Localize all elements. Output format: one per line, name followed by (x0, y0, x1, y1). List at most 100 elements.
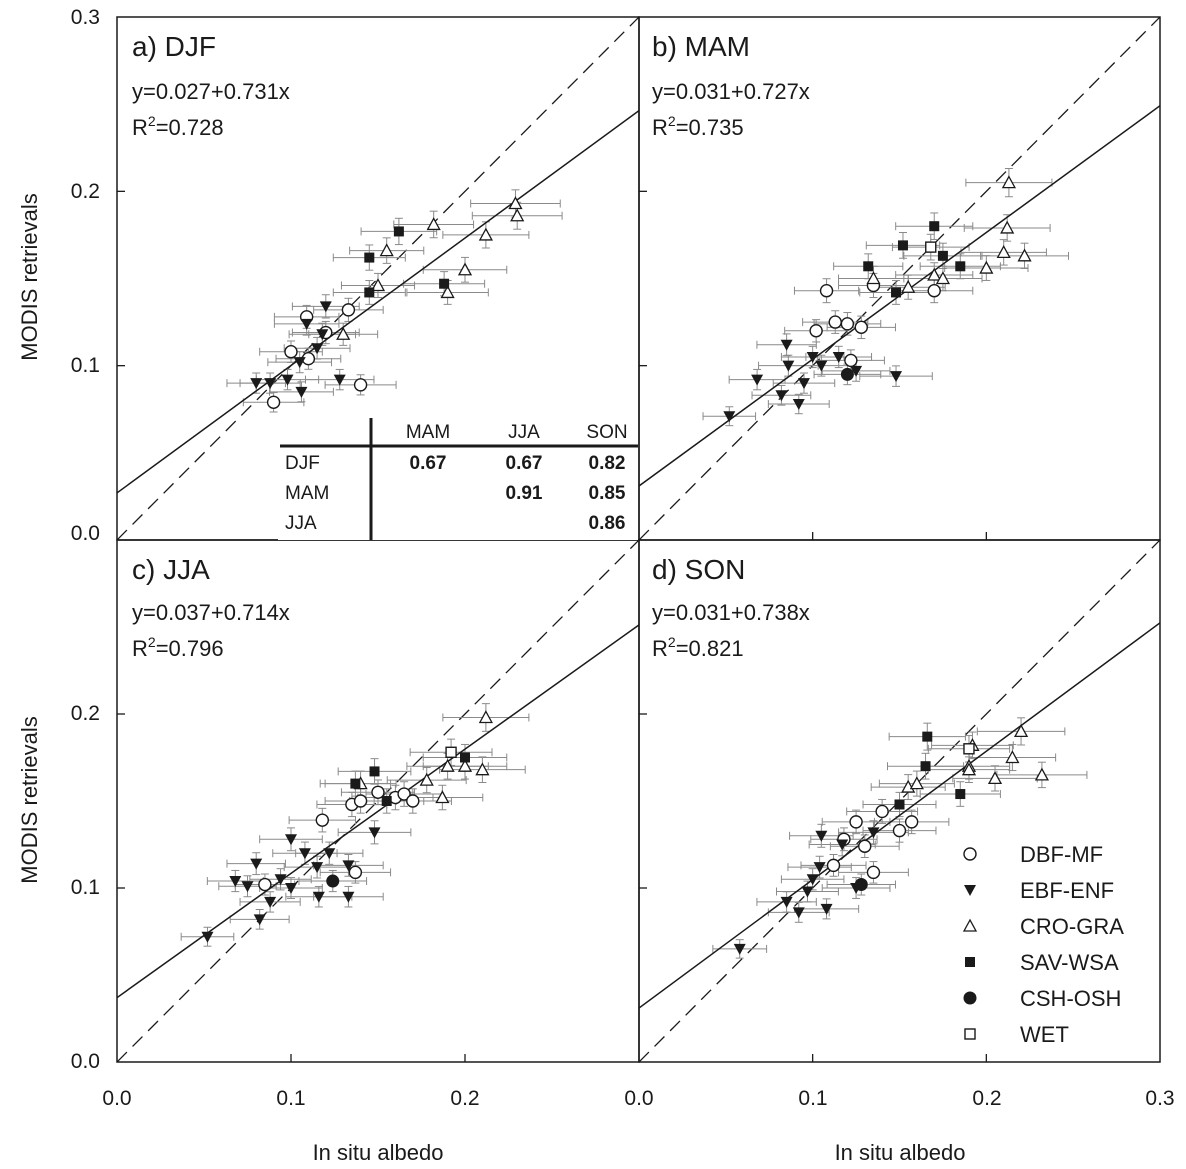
data-point-sav-wsa (922, 731, 933, 742)
data-point-ebf-enf (298, 848, 311, 860)
data-point-ebf-enf (311, 343, 324, 355)
data-point-dbf-mf (828, 315, 842, 329)
data-point-dbf-mf (371, 785, 385, 799)
x-tick-label: 0.2 (972, 1087, 1001, 1110)
table-col-header: JJA (508, 422, 540, 443)
legend-marker-cro-gra (962, 918, 978, 932)
data-point-dbf-mf (258, 877, 272, 892)
x-axis-title-right: In situ albedo (835, 1140, 966, 1165)
panel-title-mam: b) MAM (652, 31, 750, 62)
table-row-header: MAM (285, 483, 329, 504)
data-point-dbf-mf (875, 804, 889, 819)
data-point-ebf-enf (250, 378, 263, 390)
x-tick-label: 0.0 (624, 1087, 653, 1110)
legend-label: WET (1020, 1022, 1069, 1047)
data-point-cro-gra (419, 772, 434, 786)
y-tick-label: 0.3 (71, 6, 100, 29)
panel-title-jja: c) JJA (132, 554, 210, 585)
data-point-cro-gra (901, 779, 916, 793)
panel-mam (638, 16, 1161, 541)
data-point-cro-gra (478, 710, 493, 724)
legend-label: CSH-OSH (1020, 986, 1121, 1011)
data-point-ebf-enf (342, 891, 355, 903)
data-point-ebf-enf (782, 360, 795, 372)
legend-marker-dbf-mf (963, 847, 977, 861)
table-cell: 0.67 (410, 453, 447, 474)
data-point-ebf-enf (250, 858, 263, 870)
data-point-ebf-enf (293, 357, 306, 369)
data-point-ebf-enf (806, 351, 819, 363)
data-point-dbf-mf (844, 353, 858, 368)
data-point-dbf-mf (840, 317, 855, 331)
data-point-ebf-enf (319, 301, 332, 313)
panel-title-djf: a) DJF (132, 31, 216, 62)
data-point-cro-gra (379, 243, 394, 257)
plot-area (117, 540, 639, 1062)
legend-label: DBF-MF (1020, 842, 1103, 867)
r2-djf: R2=0.728 (132, 113, 224, 140)
y-tick-label: 0.1 (71, 876, 100, 899)
data-point-sav-wsa (897, 240, 908, 251)
data-point-cro-gra (1034, 767, 1050, 781)
data-point-cro-gra (435, 790, 450, 804)
data-point-dbf-mf (849, 815, 863, 829)
equation-jja: y=0.037+0.714x (132, 600, 290, 625)
r2-son: R2=0.821 (652, 634, 744, 661)
data-point-cro-gra (475, 762, 490, 776)
data-point-ebf-enf (285, 834, 297, 846)
legend-marker-csh-osh (963, 991, 977, 1005)
panel-djf (116, 16, 640, 541)
data-point-sav-wsa (955, 789, 966, 800)
data-point-dbf-mf (348, 865, 363, 880)
y-tick-label: 0.1 (71, 354, 100, 377)
data-point-ebf-enf (780, 339, 793, 351)
data-point-ebf-enf (253, 914, 266, 926)
data-point-ebf-enf (323, 848, 336, 860)
data-point-ebf-enf (820, 903, 833, 915)
data-point-ebf-enf (815, 830, 828, 842)
data-point-cro-gra (987, 771, 1003, 785)
data-point-ebf-enf (723, 411, 736, 423)
y-tick-label: 0.0 (71, 1050, 100, 1073)
data-point-cro-gra (1001, 175, 1017, 189)
data-point-ebf-enf (797, 378, 810, 390)
data-point-dbf-mf (866, 865, 881, 880)
r2-jja: R2=0.796 (132, 634, 224, 661)
data-point-ebf-enf (801, 886, 814, 898)
data-point-dbf-mf (819, 284, 834, 298)
data-point-ebf-enf (775, 390, 788, 402)
data-point-csh-osh (854, 878, 868, 892)
equation-mam: y=0.031+0.727x (652, 79, 810, 104)
legend-label: EBF-ENF (1020, 878, 1114, 903)
data-point-ebf-enf (316, 329, 329, 341)
x-tick-label: 0.0 (102, 1087, 131, 1110)
data-point-dbf-mf (826, 858, 841, 873)
data-point-cro-gra (457, 262, 473, 276)
data-point-dbf-mf (353, 794, 368, 808)
data-point-sav-wsa (381, 796, 392, 806)
data-point-dbf-mf (266, 395, 281, 409)
data-point-cro-gra (1005, 750, 1020, 764)
legend-marker-wet (964, 1028, 976, 1040)
data-point-sav-wsa (364, 287, 375, 298)
data-point-ebf-enf (733, 943, 746, 955)
y-tick-label: 0.2 (71, 702, 100, 725)
data-point-cro-gra (508, 196, 523, 210)
data-point-cro-gra (961, 762, 977, 776)
data-point-sav-wsa (937, 250, 948, 261)
correlation-table: MAM JJA SON DJF MAM JJA 0.67 0.67 0.82 0… (278, 418, 638, 540)
data-point-dbf-mf (284, 345, 298, 359)
data-point-sav-wsa (439, 278, 450, 289)
table-row-header: DJF (285, 453, 320, 474)
one-to-one-line (117, 17, 639, 540)
data-point-ebf-enf (867, 827, 880, 839)
data-point-ebf-enf (201, 931, 214, 943)
x-tick-label: 0.1 (276, 1087, 305, 1110)
data-point-ebf-enf (281, 374, 294, 386)
data-point-ebf-enf (792, 399, 805, 411)
regression-line (117, 110, 639, 494)
table-col-header: MAM (406, 422, 450, 443)
legend-marker-ebf-enf (964, 885, 976, 896)
data-point-cro-gra (478, 227, 493, 241)
data-point-ebf-enf (806, 874, 819, 886)
